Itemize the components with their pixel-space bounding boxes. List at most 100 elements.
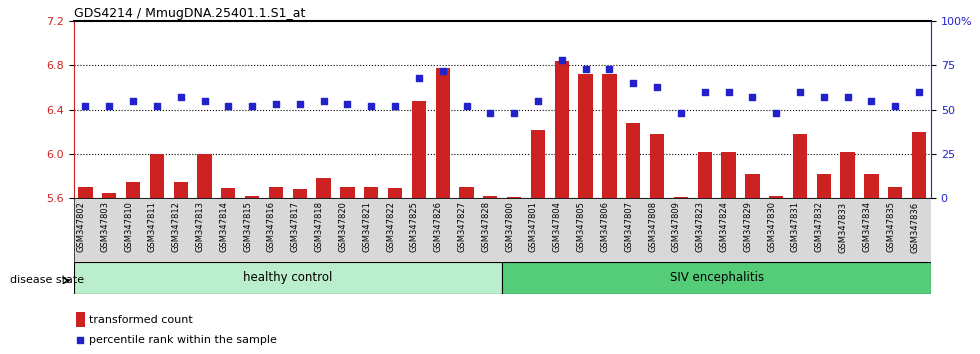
Text: GSM347806: GSM347806 xyxy=(601,201,610,252)
Point xyxy=(745,95,760,100)
Text: GSM347813: GSM347813 xyxy=(195,201,205,252)
Text: percentile rank within the sample: percentile rank within the sample xyxy=(89,335,277,345)
Bar xyxy=(365,187,378,198)
Bar xyxy=(78,187,92,198)
Point xyxy=(364,103,379,109)
Bar xyxy=(293,189,307,198)
Text: disease state: disease state xyxy=(10,275,84,285)
Point xyxy=(101,103,117,109)
Point xyxy=(482,110,498,116)
Bar xyxy=(745,174,760,198)
Text: GSM347827: GSM347827 xyxy=(458,201,466,252)
Point xyxy=(768,110,784,116)
Point xyxy=(269,102,284,107)
Point xyxy=(649,84,664,90)
Point xyxy=(387,103,403,109)
Point xyxy=(507,110,522,116)
Text: GSM347831: GSM347831 xyxy=(791,201,800,252)
Bar xyxy=(197,154,212,198)
Text: GSM347811: GSM347811 xyxy=(148,201,157,252)
Bar xyxy=(173,182,188,198)
Bar xyxy=(555,61,569,198)
Text: GSM347812: GSM347812 xyxy=(172,201,180,252)
Bar xyxy=(125,182,140,198)
Point xyxy=(625,80,641,86)
Text: GSM347804: GSM347804 xyxy=(553,201,562,252)
Text: GSM347833: GSM347833 xyxy=(839,201,848,252)
Text: GSM347828: GSM347828 xyxy=(481,201,490,252)
Point xyxy=(149,103,165,109)
Point xyxy=(220,103,236,109)
Bar xyxy=(150,154,164,198)
Bar xyxy=(76,312,84,327)
Bar xyxy=(673,197,688,198)
Bar xyxy=(912,132,926,198)
Point xyxy=(244,103,260,109)
Bar xyxy=(102,193,117,198)
Bar xyxy=(578,74,593,198)
Point xyxy=(316,98,331,104)
Point xyxy=(340,102,356,107)
Bar xyxy=(460,187,473,198)
Text: GSM347818: GSM347818 xyxy=(315,201,323,252)
Bar xyxy=(888,187,903,198)
Point xyxy=(673,110,689,116)
Bar xyxy=(841,152,855,198)
Text: GSM347809: GSM347809 xyxy=(672,201,681,252)
Bar xyxy=(74,262,502,294)
Bar xyxy=(816,174,831,198)
Point xyxy=(125,98,141,104)
Text: GSM347810: GSM347810 xyxy=(124,201,133,252)
Bar xyxy=(507,197,521,198)
Bar xyxy=(221,188,235,198)
Bar xyxy=(650,134,664,198)
Point xyxy=(602,66,617,72)
Text: GSM347803: GSM347803 xyxy=(100,201,109,252)
Point xyxy=(863,98,879,104)
Text: GSM347820: GSM347820 xyxy=(338,201,348,252)
Text: GSM347807: GSM347807 xyxy=(624,201,633,252)
Text: GSM347815: GSM347815 xyxy=(243,201,252,252)
Point xyxy=(554,57,569,63)
Bar xyxy=(864,174,879,198)
Text: GSM347800: GSM347800 xyxy=(505,201,514,252)
Text: SIV encephalitis: SIV encephalitis xyxy=(669,272,763,284)
Point xyxy=(77,103,93,109)
Point xyxy=(697,89,712,95)
Text: GSM347822: GSM347822 xyxy=(386,201,395,252)
Text: GSM347802: GSM347802 xyxy=(76,201,85,252)
Text: healthy control: healthy control xyxy=(243,272,332,284)
Bar xyxy=(483,196,498,198)
Text: GSM347801: GSM347801 xyxy=(529,201,538,252)
Text: GSM347805: GSM347805 xyxy=(576,201,586,252)
Point xyxy=(840,95,856,100)
Point xyxy=(888,103,904,109)
Point xyxy=(578,66,594,72)
Bar xyxy=(388,188,402,198)
Bar xyxy=(793,134,808,198)
Text: GSM347824: GSM347824 xyxy=(719,201,728,252)
Text: GSM347832: GSM347832 xyxy=(814,201,824,252)
Point xyxy=(530,98,546,104)
Text: transformed count: transformed count xyxy=(89,315,193,325)
Text: GSM347814: GSM347814 xyxy=(220,201,228,252)
Bar xyxy=(245,196,260,198)
Point xyxy=(197,98,213,104)
Text: GSM347808: GSM347808 xyxy=(648,201,657,252)
Point xyxy=(73,337,88,343)
Text: GSM347826: GSM347826 xyxy=(434,201,443,252)
Text: GSM347823: GSM347823 xyxy=(696,201,705,252)
Point xyxy=(292,102,308,107)
Bar xyxy=(435,68,450,198)
Point xyxy=(816,95,832,100)
Point xyxy=(435,68,451,74)
Text: GSM347836: GSM347836 xyxy=(910,201,919,252)
Bar xyxy=(502,262,931,294)
Bar xyxy=(769,196,783,198)
Text: GSM347830: GSM347830 xyxy=(767,201,776,252)
Bar xyxy=(269,187,283,198)
Bar xyxy=(603,74,616,198)
Bar xyxy=(412,101,426,198)
Point xyxy=(720,89,736,95)
Bar xyxy=(531,130,545,198)
